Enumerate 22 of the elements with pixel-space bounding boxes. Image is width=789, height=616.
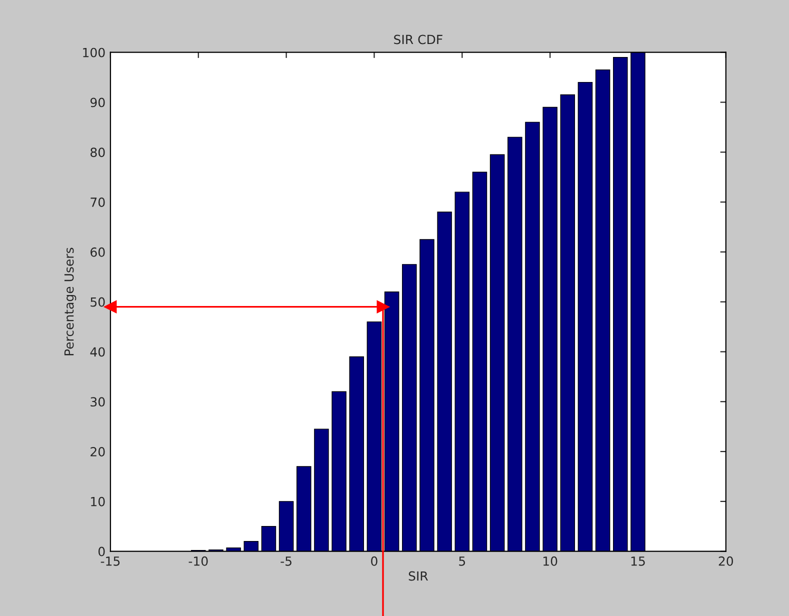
y-tick-label: 10 [91,496,105,506]
y-tick-label: 70 [90,198,105,207]
y-tick-label: 100 [83,48,105,58]
x-tick-label: -10 [188,556,208,566]
x-tick-label: 5 [459,556,466,566]
x-tick-label: -15 [100,556,120,566]
y-tick-label: 80 [90,148,105,158]
y-tick-label: 40 [90,347,105,357]
x-tick-label: 10 [543,556,558,566]
x-tick-label: -5 [280,556,292,566]
y-tick-label: 50 [90,297,105,307]
y-tick-label: 90 [90,98,105,108]
y-tick-label: 60 [90,247,105,257]
chart-title: SIR CDF [394,34,442,44]
x-tick-label: 15 [631,556,645,566]
x-tick-label: 0 [371,556,378,566]
y-axis-title: Percentage Users [64,248,76,356]
y-tick-label: 0 [98,546,105,556]
y-tick-label: 30 [90,397,105,407]
x-tick-label: 20 [718,556,734,566]
x-axis-title: SIR [408,571,428,581]
y-tick-label: 20 [90,447,105,456]
